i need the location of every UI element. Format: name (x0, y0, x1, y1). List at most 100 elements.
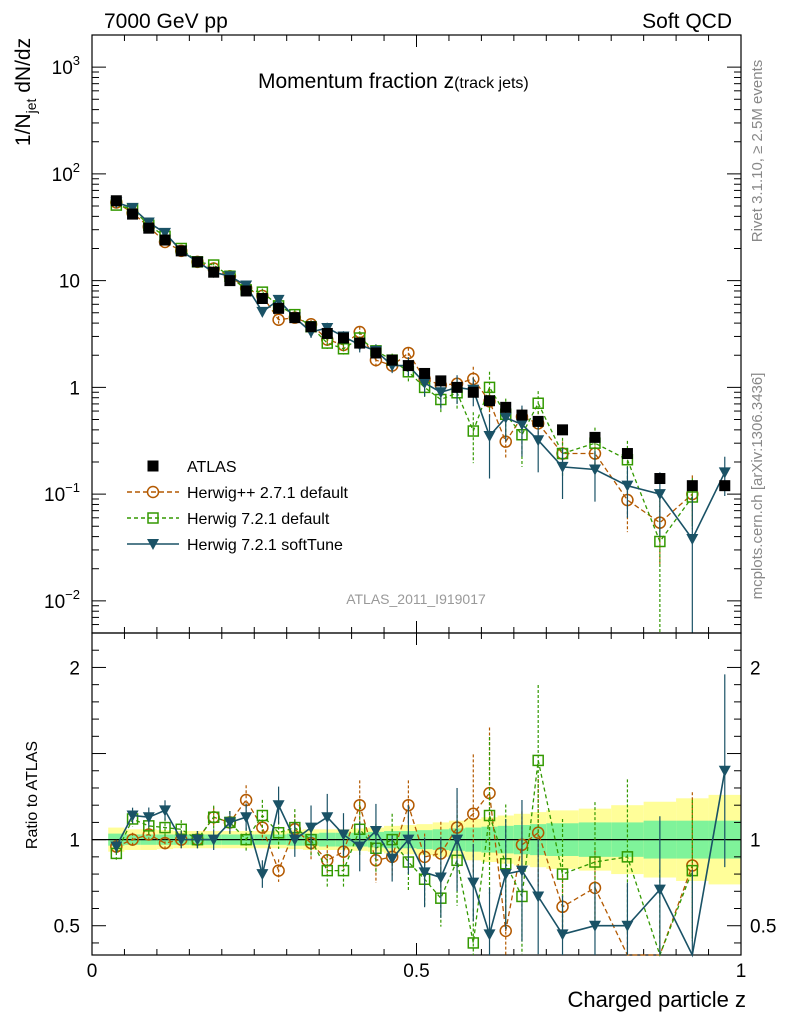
atlas-data-point (305, 321, 317, 333)
atlas-data-point (589, 431, 601, 443)
main-title-text: Momentum fraction z (258, 70, 454, 93)
atlas-data-point (467, 386, 479, 398)
atlas-data-point (159, 234, 171, 246)
ratio-herwig-721-softtune-point (110, 841, 123, 853)
ratio-herwig-721-default-point (272, 826, 285, 839)
ratio-herwig-721-softtune-point (142, 812, 155, 824)
atlas-data-point (208, 266, 220, 278)
herwig-721-softtune-point (159, 227, 172, 239)
legend-herwig-721-default-label: Herwig 7.2.1 default (187, 511, 330, 528)
ratio-herwigpp-271-point (126, 833, 139, 846)
atlas-data-point (500, 401, 512, 413)
herwig-721-softtune-point (126, 202, 139, 214)
ratio-y-axis-label: Ratio to ATLAS (24, 741, 41, 849)
herwig-721-softtune-point (256, 306, 269, 318)
atlas-data-point (289, 312, 301, 324)
y-tick-label: 10−2 (44, 587, 80, 613)
ratio-herwigpp-271-point (272, 864, 285, 877)
herwig-721-softtune-point (515, 419, 528, 431)
y-tick-label: 103 (52, 53, 80, 79)
y-tick-label-base: 10 (44, 592, 65, 613)
herwig-721-default-point (337, 343, 350, 355)
legend-herwigpp-271-label: Herwig++ 2.7.1 default (187, 485, 349, 502)
ratio-herwig-721-softtune-point (126, 810, 139, 822)
ratio-herwig-721-default-point (467, 937, 480, 949)
ratio-herwig-721-softtune-point (588, 920, 601, 932)
ratio-herwig-721-softtune-point (451, 834, 464, 846)
x-tick-label: 0.5 (403, 961, 429, 982)
ratio-frame (91, 632, 742, 956)
atlas-data-point (143, 222, 155, 234)
ratio-herwig-721-default-point (256, 809, 269, 822)
atlas-data-point (273, 302, 285, 314)
y-tick-label: 10 (59, 272, 80, 293)
ratio-herwig-721-default-point (321, 864, 334, 877)
ratio-y-tick-label-right: 2 (750, 658, 761, 679)
herwig-721-softtune-point (272, 294, 285, 306)
atlas-data-point (532, 415, 544, 427)
legend-atlas-marker (147, 460, 159, 472)
atlas-data-point (354, 337, 366, 349)
y-tick-label-exponent: 3 (73, 53, 80, 68)
ratio-herwig-721-softtune-point (532, 891, 545, 903)
ratio-herwig-721-softtune-point (402, 834, 415, 846)
ratio-herwig-721-default-point (337, 864, 350, 877)
ratio-herwig-721-softtune-point (321, 812, 334, 824)
ratio-herwigpp-271-point (353, 798, 366, 812)
ratio-herwig-721-softtune-point (418, 867, 431, 879)
herwigpp-271-point (272, 313, 285, 327)
analysis-label: ATLAS_2011_I919017 (346, 591, 486, 607)
y-axis-label-rest: dN/dz (12, 38, 35, 99)
atlas-data-point (516, 409, 528, 421)
ratio-herwig-721-softtune-point (434, 872, 447, 884)
ratio-herwig-721-softtune-point (556, 929, 569, 941)
ratio-herwig-721-default-point (556, 868, 569, 880)
y-tick-label-base: 1 (69, 378, 80, 399)
atlas-data-point (191, 256, 203, 268)
y-axis-label: 1/Njet dN/dz (12, 38, 39, 146)
herwig-721-softtune-point (556, 461, 569, 473)
ratio-herwig-721-softtune-point (386, 853, 399, 865)
y-tick-label-base: 10 (52, 165, 73, 186)
atlas-data-point (719, 480, 731, 492)
ratio-herwig-721-softtune-point (191, 834, 204, 846)
main-title: Momentum fraction z(track jets) (258, 70, 529, 93)
herwig-721-softtune-point (588, 464, 601, 476)
ratio-herwig-721-softtune-point (353, 841, 366, 853)
atlas-data-point (175, 245, 187, 257)
ratio-herwig-721-softtune-point (223, 817, 236, 829)
ratio-y-tick-label: 0.5 (54, 917, 80, 938)
y-tick-label: 102 (52, 160, 80, 186)
ratio-herwig-721-softtune-point (159, 805, 172, 817)
ratio-herwig-721-softtune-point (369, 826, 382, 838)
herwig-721-default-point (483, 381, 496, 394)
ratio-herwig-721-softtune-point (305, 822, 318, 834)
atlas-data-point (451, 381, 463, 393)
herwig-721-softtune-point (718, 467, 731, 479)
ratio-herwig-721-default-point (483, 809, 496, 822)
y-tick-label: 10−1 (44, 480, 80, 506)
atlas-data-point (240, 285, 252, 297)
ratio-herwig-721-default-point (207, 811, 220, 823)
y-tick-label-base: 10 (59, 272, 80, 293)
ratio-herwigpp-271-point (158, 836, 172, 850)
atlas-data-point (370, 347, 382, 359)
herwig-721-softtune-point (483, 431, 496, 443)
atlas-data-point (386, 354, 398, 366)
atlas-data-point (256, 293, 268, 305)
legend: ATLAS Herwig++ 2.7.1 default Herwig 7.2.1 … (127, 459, 349, 554)
legend-herwig-721-softtune-label: Herwig 7.2.1 softTune (187, 537, 343, 554)
ratio-herwig-721-default-point (532, 754, 544, 767)
y-tick-label-exponent: −1 (65, 480, 80, 495)
y-tick-label-base: 10 (52, 58, 73, 79)
y-axis-label-main: 1/N (12, 113, 35, 146)
y-tick-label-exponent: 2 (73, 160, 80, 175)
atlas-data-point (337, 332, 349, 344)
legend-herwig-721-default-marker (147, 512, 159, 524)
herwig-721-softtune-point (653, 489, 666, 501)
legend-herwig-721-softtune-marker (147, 539, 159, 550)
ratio-herwig-721-softtune-point (515, 865, 528, 877)
atlas-data-point (321, 327, 333, 339)
x-tick-label: 0 (87, 961, 98, 982)
